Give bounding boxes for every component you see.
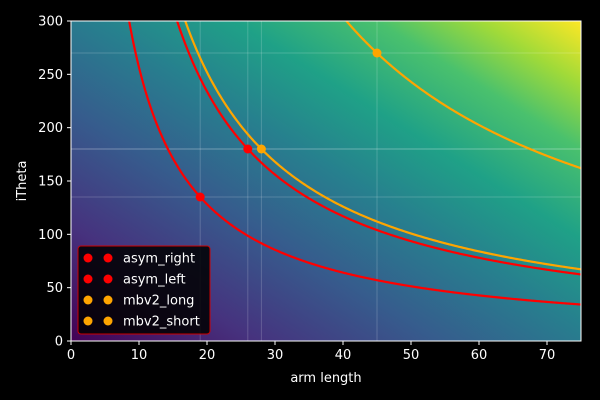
legend-label-mbv2_short: mbv2_short [123, 315, 200, 330]
legend-marker [103, 316, 113, 326]
x-tick-label: 40 [335, 348, 352, 363]
y-axis-label: iTheta [15, 161, 30, 202]
legend-marker [83, 253, 93, 263]
x-axis-ticks: 0 10 20 30 40 50 60 70 [67, 341, 555, 363]
point-mbv2_short [256, 144, 266, 154]
legend-label-asym_right: asym_right [123, 252, 195, 267]
legend-marker [103, 253, 113, 263]
curve-mbv2_short [184, 21, 581, 271]
y-tick-label: 200 [38, 121, 63, 136]
y-tick-label: 250 [38, 68, 63, 83]
x-tick-label: 0 [67, 348, 75, 363]
y-tick-label: 0 [55, 335, 63, 350]
x-tick-label: 10 [131, 348, 148, 363]
x-tick-label: 50 [403, 348, 420, 363]
y-tick-label: 150 [38, 175, 63, 190]
y-axis-ticks: 0 50 100 150 200 250 300 [38, 15, 71, 350]
legend-marker [103, 274, 113, 284]
legend-label-mbv2_long: mbv2_long [123, 294, 194, 309]
y-tick-label: 100 [38, 228, 63, 243]
legend-marker [83, 316, 93, 326]
legend: asym_right asym_left mbv2_long mbv2_short [77, 245, 211, 335]
curve-mbv2_long [344, 21, 581, 170]
point-mbv2_long [372, 48, 382, 58]
legend-marker [83, 274, 93, 284]
curve-asym_left [175, 21, 581, 276]
x-tick-label: 20 [199, 348, 216, 363]
series-points [195, 48, 382, 202]
legend-box [77, 245, 211, 335]
x-tick-label: 30 [267, 348, 284, 363]
legend-marker [103, 295, 113, 305]
legend-marker [83, 295, 93, 305]
y-tick-label: 50 [46, 281, 63, 296]
point-asym_left [243, 144, 253, 154]
x-axis-label: arm length [290, 371, 361, 386]
x-tick-label: 60 [471, 348, 488, 363]
legend-label-asym_left: asym_left [123, 273, 186, 288]
x-tick-label: 70 [539, 348, 556, 363]
series-curves [128, 21, 581, 306]
point-asym_right [195, 192, 205, 202]
curve-asym_right [128, 21, 581, 306]
y-tick-label: 300 [38, 15, 63, 30]
